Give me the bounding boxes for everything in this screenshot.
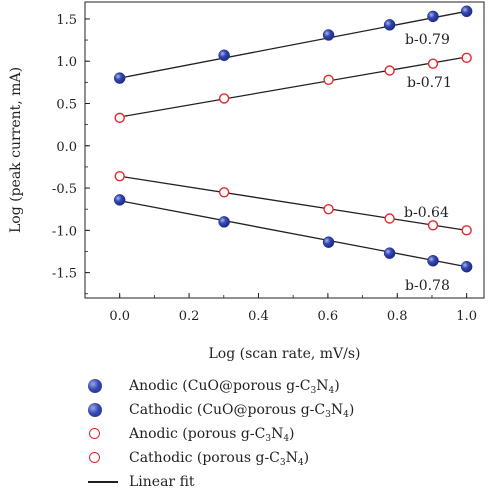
data-point-filled — [322, 29, 335, 41]
linear-fit-line — [119, 10, 467, 79]
plot-frame — [84, 1, 485, 299]
legend-item-linear-fit: Linear fit — [88, 470, 478, 494]
data-point-open — [427, 220, 439, 231]
data-point-filled — [427, 255, 439, 267]
legend-item: Anodic (CuO@porous g-C3N4) — [88, 374, 478, 398]
data-point-filled — [113, 194, 126, 206]
linear-fit-line — [119, 56, 467, 118]
data-point-filled — [322, 236, 335, 248]
data-point-open — [427, 58, 439, 69]
data-point-filled — [218, 216, 230, 228]
x-tick-label: 0.0 — [109, 309, 130, 324]
legend: Anodic (CuO@porous g-C3N4) Cathodic (CuO@… — [88, 374, 478, 494]
data-point-open — [114, 171, 125, 182]
y-tick-label: 1.0 — [56, 55, 77, 70]
x-tick-label: 0.2 — [179, 309, 200, 324]
data-point-open — [323, 74, 334, 86]
filled-circle-marker — [88, 379, 102, 393]
slope-annotation: b-0.71 — [407, 75, 452, 91]
data-point-filled — [218, 49, 230, 62]
data-point-filled — [460, 5, 473, 18]
linear-fit-line — [119, 175, 467, 231]
legend-label: Linear fit — [129, 474, 195, 490]
x-axis-label: Log (scan rate, mV/s) — [208, 346, 360, 362]
y-tick-label: -0.5 — [52, 182, 77, 197]
linear-fit-line-marker — [88, 481, 118, 483]
legend-item: Anodic (porous g-C3N4) — [88, 422, 478, 446]
data-point-open — [384, 65, 395, 76]
data-point-filled — [383, 247, 396, 259]
y-tick-label: 0.5 — [56, 97, 77, 112]
legend-label: Cathodic (porous g-C3N4) — [129, 450, 310, 468]
legend-item: Cathodic (CuO@porous g-C3N4) — [88, 398, 478, 422]
x-tick-label: 1.0 — [456, 309, 477, 324]
data-point-filled — [427, 10, 439, 23]
y-axis-label: Log (peak current, mA) — [8, 67, 24, 233]
data-point-open — [218, 187, 230, 198]
x-tick-label: 0.8 — [387, 309, 408, 324]
data-point-open — [384, 213, 395, 224]
open-circle-marker — [89, 452, 100, 463]
y-tick-label: 0.0 — [56, 140, 77, 155]
x-tick-label: 0.4 — [248, 309, 269, 324]
data-point-open — [323, 203, 334, 215]
data-point-filled — [460, 260, 473, 273]
data-point-open — [461, 52, 472, 64]
open-circle-marker — [89, 428, 100, 439]
data-point-open — [114, 112, 125, 124]
x-tick-label: 0.6 — [318, 309, 339, 324]
slope-annotation: b-0.78 — [405, 278, 450, 294]
y-tick-label: -1.0 — [52, 224, 77, 239]
slope-annotation: b-0.64 — [404, 205, 449, 221]
data-point-filled — [383, 19, 396, 31]
legend-label: Anodic (porous g-C3N4) — [129, 426, 295, 444]
legend-label: Cathodic (CuO@porous g-C3N4) — [129, 402, 355, 420]
legend-label: Anodic (CuO@porous g-C3N4) — [129, 378, 340, 396]
data-point-open — [461, 225, 472, 236]
data-point-filled — [113, 72, 126, 84]
chart: 0.0 0.2 0.4 0.6 0.8 1.0 -1.5 -1.0 -0.5 0.0 0.5 1.0 1… — [8, 1, 485, 362]
filled-circle-marker — [88, 403, 102, 417]
legend-item: Cathodic (porous g-C3N4) — [88, 446, 478, 470]
data-point-open — [218, 93, 230, 104]
y-tick-label: -1.5 — [52, 267, 77, 282]
y-tick-label: 1.5 — [56, 13, 77, 28]
linear-fit-line — [119, 200, 467, 268]
slope-annotation: b-0.79 — [405, 32, 450, 48]
